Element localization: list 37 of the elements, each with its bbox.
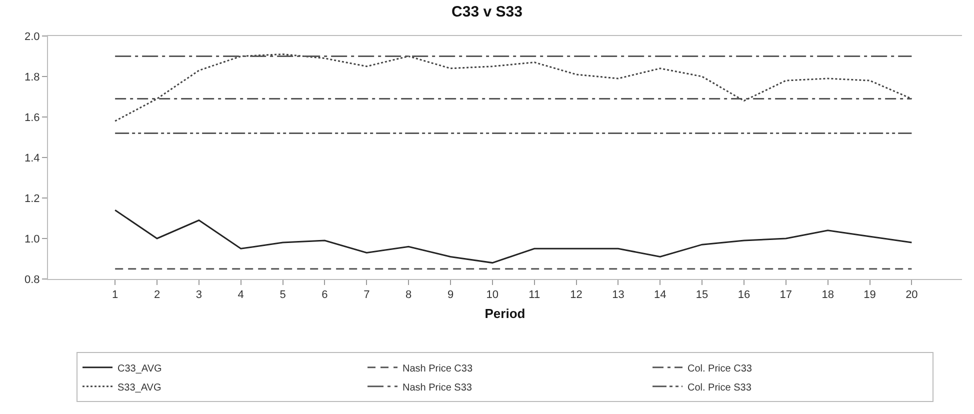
- y-tick-label: 1.0: [24, 233, 40, 246]
- y-tick-label: 0.8: [24, 274, 40, 286]
- chart-title: C33 v S33: [452, 4, 522, 21]
- y-tick-label: 1.8: [24, 71, 40, 84]
- x-tick-label: 15: [696, 289, 708, 302]
- x-tick-label: 12: [570, 289, 582, 302]
- line-series: [114, 53, 912, 122]
- legend-label: Nash Price S33: [402, 382, 472, 394]
- y-tick-label: 2.0: [24, 30, 40, 43]
- x-tick-label: 6: [322, 289, 328, 302]
- x-tick-label: 14: [654, 289, 666, 302]
- legend-label: Nash Price C33: [402, 363, 473, 374]
- x-tick-label: 17: [780, 289, 792, 302]
- legend-label: Col. Price S33: [688, 382, 752, 394]
- x-tick-label: 16: [738, 289, 750, 302]
- x-axis-title: Period: [484, 306, 526, 321]
- legend-label: S33_AVG: [118, 382, 162, 394]
- x-tick-label: 5: [280, 289, 286, 302]
- x-tick-label: 18: [822, 289, 834, 302]
- y-tick-label: 1.2: [24, 192, 40, 205]
- x-tick-label: 1: [112, 289, 118, 302]
- x-tick-label: 9: [447, 289, 454, 302]
- x-tick-label: 8: [406, 289, 412, 302]
- x-tick-label: 13: [612, 289, 624, 302]
- y-tick-label: 1.6: [24, 112, 40, 124]
- x-tick-label: 19: [864, 289, 876, 302]
- legend-label: C33_AVG: [118, 363, 162, 374]
- x-tick-label: 3: [196, 289, 202, 302]
- legend-label: Col. Price C33: [688, 363, 752, 374]
- x-tick-label: 11: [528, 289, 540, 302]
- line-series: [114, 209, 912, 264]
- x-tick-label: 2: [154, 289, 160, 302]
- x-tick-label: 10: [486, 289, 499, 302]
- x-tick-label: 7: [364, 289, 370, 302]
- y-tick-label: 1.4: [24, 152, 40, 164]
- x-tick-label: 4: [238, 289, 244, 302]
- x-tick-label: 20: [906, 289, 918, 302]
